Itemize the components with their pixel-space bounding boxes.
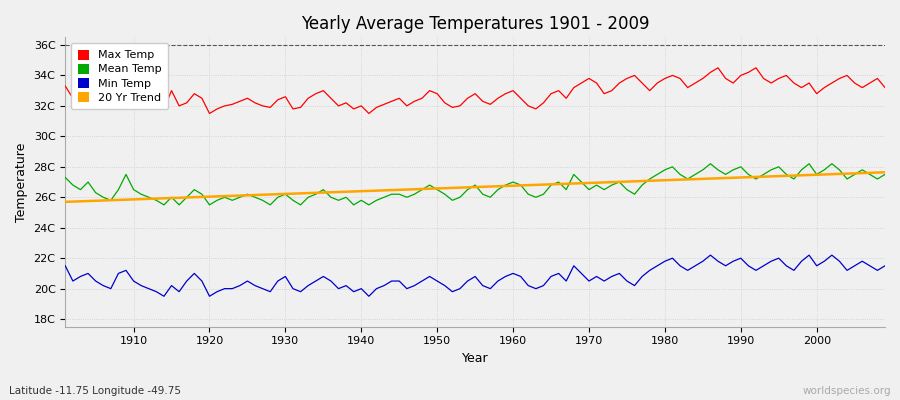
Y-axis label: Temperature: Temperature (15, 142, 28, 222)
Text: worldspecies.org: worldspecies.org (803, 386, 891, 396)
Text: Latitude -11.75 Longitude -49.75: Latitude -11.75 Longitude -49.75 (9, 386, 181, 396)
X-axis label: Year: Year (462, 352, 489, 365)
Legend: Max Temp, Mean Temp, Min Temp, 20 Yr Trend: Max Temp, Mean Temp, Min Temp, 20 Yr Tre… (71, 43, 167, 109)
Title: Yearly Average Temperatures 1901 - 2009: Yearly Average Temperatures 1901 - 2009 (301, 15, 650, 33)
